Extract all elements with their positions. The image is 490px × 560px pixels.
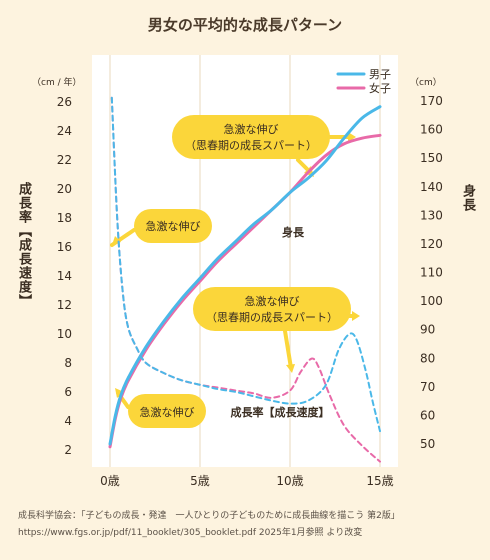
x-tick-label: 15歳: [366, 474, 393, 488]
left-tick-label: 26: [57, 95, 72, 109]
callout-arrowhead: [115, 388, 124, 398]
right-tick-label: 140: [420, 180, 443, 194]
x-tick-label: 0歳: [100, 474, 120, 488]
annotation-line: 成長率【成長速度】: [231, 405, 330, 419]
annotation-spurt-infant-height: 急激な伸び: [146, 219, 201, 233]
left-tick-label: 12: [57, 298, 72, 312]
callout-arrowhead: [286, 364, 295, 373]
annotation-line: （思春期の成長スパート）: [206, 311, 338, 324]
legend-label: 男子: [369, 68, 391, 81]
callout-bubble: [193, 287, 351, 331]
left-tick-label: 2: [64, 443, 72, 457]
left-tick-label: 20: [57, 182, 72, 196]
left-tick-label: 18: [57, 211, 72, 225]
left-tick-label: 16: [57, 240, 72, 254]
series-lines: [108, 96, 382, 463]
right-unit-label: （cm）: [410, 77, 442, 88]
annotation-line: 急激な伸び: [140, 405, 195, 419]
annotation-spurt-puberty-velocity: 急激な伸び （思春期の成長スパート）: [206, 294, 338, 324]
source-citation: 成長科学協会：「子どもの成長・発達 一人ひとりの子どものために成長曲線を描こう …: [18, 508, 400, 542]
left-tick-label: 24: [57, 124, 72, 138]
left-axis-title: 成長率【成長速度】: [16, 182, 31, 308]
left-tick-label: 6: [64, 385, 72, 399]
right-tick-label: 80: [420, 351, 435, 365]
annotation-height-label: 身長: [282, 225, 305, 239]
right-tick-label: 170: [420, 94, 443, 108]
annotation-line: 急激な伸び: [245, 294, 300, 308]
callout-arrow: [283, 329, 293, 370]
velocity-line-boys: [110, 96, 381, 433]
chart-title: 男女の平均的な成長パターン: [147, 16, 343, 34]
right-tick-label: 130: [420, 208, 443, 222]
right-tick-label: 50: [420, 437, 435, 451]
callout-bubble: [134, 209, 212, 243]
right-tick-label: 120: [420, 237, 443, 251]
annotation-line: 急激な伸び: [224, 122, 279, 136]
left-tick-label: 8: [64, 356, 72, 370]
annotation-spurt-puberty-height: 急激な伸び （思春期の成長スパート）: [185, 122, 317, 152]
callout-arrowhead: [352, 311, 360, 321]
left-unit-label: （cm / 年）: [32, 76, 81, 88]
callout-bubble: [172, 115, 330, 159]
right-axis-title: 身長: [460, 184, 475, 212]
left-tick-label: 10: [57, 327, 72, 341]
right-tick-label: 70: [420, 380, 435, 394]
annotation-line: 身長: [282, 225, 305, 239]
right-tick-label: 160: [420, 123, 443, 137]
right-tick-label: 60: [420, 408, 435, 422]
right-tick-label: 90: [420, 323, 435, 337]
chart-svg: 2468101214161820222426506070809010011012…: [32, 55, 443, 488]
left-tick-label: 4: [64, 414, 72, 428]
tick-labels: 2468101214161820222426506070809010011012…: [32, 76, 443, 488]
callout-bubble: [128, 394, 206, 428]
callout-arrowhead: [348, 132, 356, 142]
callouts: [110, 115, 360, 428]
right-tick-label: 110: [420, 266, 443, 280]
right-tick-label: 100: [420, 294, 443, 308]
source-line-2: https://www.fgs.or.jp/pdf/11_booklet/305…: [18, 528, 363, 538]
x-tick-label: 5歳: [190, 474, 210, 488]
annotation-spurt-infant-velocity: 急激な伸び: [140, 405, 195, 419]
annotation-line: 急激な伸び: [146, 219, 201, 233]
right-tick-label: 150: [420, 151, 443, 165]
annotation-velocity-label: 成長率【成長速度】: [231, 405, 330, 419]
left-tick-label: 22: [57, 153, 72, 167]
height-line-boys: [108, 105, 382, 446]
legend-label: 女子: [369, 81, 391, 95]
annotation-line: （思春期の成長スパート）: [185, 139, 317, 152]
x-tick-label: 10歳: [276, 474, 303, 488]
source-line-1: 成長科学協会：「子どもの成長・発達 一人ひとりの子どものために成長曲線を描こう …: [18, 511, 400, 521]
annotation-texts: 急激な伸び急激な伸び（思春期の成長スパート）身長急激な伸び（思春期の成長スパート…: [140, 122, 339, 419]
left-tick-label: 14: [57, 269, 72, 283]
